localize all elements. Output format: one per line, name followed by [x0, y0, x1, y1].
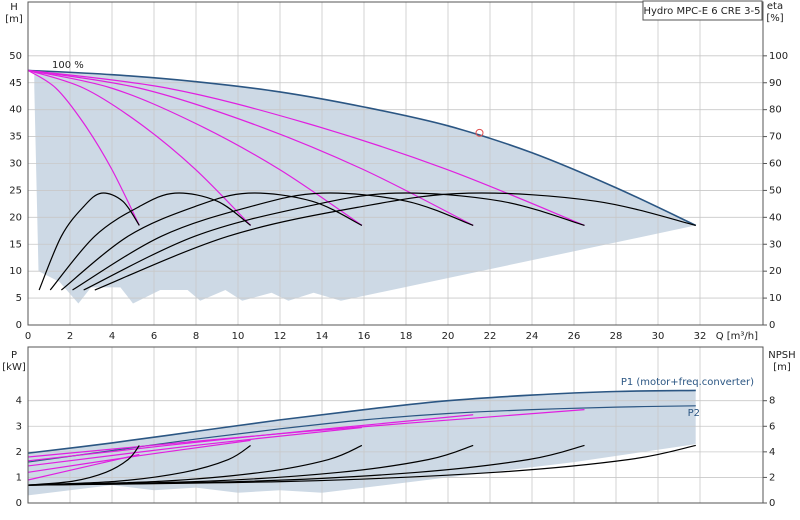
y2-tick-label: 8 [769, 396, 775, 407]
y-axis-unit: [m] [5, 14, 23, 25]
y-tick-label: 10 [9, 266, 22, 277]
y-tick-label: 0 [16, 498, 22, 509]
y-tick-label: 0 [16, 320, 22, 331]
operating-range [34, 70, 696, 304]
curve [27, 409, 585, 458]
x-tick-label: 10 [232, 331, 245, 342]
x-tick-label: 16 [358, 331, 371, 342]
y-tick-label: 35 [9, 132, 22, 143]
x-tick-label: 18 [400, 331, 413, 342]
curve [38, 192, 140, 291]
curve [27, 439, 251, 473]
y2-tick-label: 60 [769, 159, 782, 170]
x-tick-label: 2 [67, 331, 73, 342]
curve [27, 69, 140, 226]
x-tick-label: 4 [109, 331, 115, 342]
y2-tick-label: 2 [769, 472, 775, 483]
y2-tick-label: 40 [769, 212, 782, 223]
y-tick-label: 20 [9, 212, 22, 223]
x-tick-label: 24 [526, 331, 539, 342]
y-tick-label: 40 [9, 105, 22, 116]
chart-title: Hydro MPC-E 6 CRE 3-5 [643, 6, 760, 17]
curve [27, 69, 697, 227]
y2-tick-label: 0 [769, 498, 775, 509]
y2-tick-label: 30 [769, 239, 782, 250]
annotation: 100 % [52, 60, 84, 71]
y2-tick-label: 90 [769, 78, 782, 89]
y-tick-label: 5 [16, 293, 22, 304]
curve [49, 192, 251, 291]
x-tick-label: 0 [25, 331, 31, 342]
plot-frame [27, 1, 764, 326]
operating-range [28, 390, 696, 496]
y2-tick-label: 10 [769, 293, 782, 304]
x-tick-label: 14 [316, 331, 329, 342]
curve [27, 69, 585, 226]
curve [27, 426, 362, 467]
x-tick-label: 12 [274, 331, 287, 342]
y-axis-label: P [11, 350, 17, 361]
y-tick-label: 1 [16, 472, 22, 483]
y-tick-label: 4 [16, 396, 22, 407]
x-tick-label: 26 [568, 331, 581, 342]
y-tick-label: 50 [9, 51, 22, 62]
y2-tick-label: 6 [769, 421, 775, 432]
y-axis-unit: [kW] [2, 362, 26, 373]
curve [27, 69, 474, 226]
y-tick-label: 3 [16, 421, 22, 432]
curve [27, 389, 696, 454]
curve [27, 444, 251, 486]
y2-axis-unit: [%] [766, 13, 783, 24]
curve [27, 69, 363, 226]
y2-tick-label: 100 [769, 51, 788, 62]
x-tick-label: 32 [694, 331, 707, 342]
curve [94, 192, 696, 291]
y2-tick-label: 70 [769, 132, 782, 143]
plot-frame [27, 346, 764, 504]
x-tick-label: 8 [193, 331, 199, 342]
x-tick-label: 30 [652, 331, 665, 342]
title-box [642, 0, 763, 21]
annotation: P2 [688, 408, 700, 419]
y2-tick-label: 50 [769, 185, 782, 196]
curve [61, 192, 363, 291]
y2-tick-label: 20 [769, 266, 782, 277]
x-tick-label: 20 [442, 331, 455, 342]
x-tick-label: 28 [610, 331, 623, 342]
y-tick-label: 30 [9, 159, 22, 170]
curve [27, 69, 252, 226]
duty-point [475, 128, 484, 137]
y2-tick-label: 4 [769, 447, 775, 458]
annotation: P1 (motor+freq.converter) [621, 377, 754, 388]
y2-axis-unit: [m] [773, 362, 791, 373]
y-axis-label: H [10, 2, 18, 13]
curve [27, 444, 696, 486]
y2-axis-label: eta [767, 1, 783, 12]
y2-tick-label: 80 [769, 105, 782, 116]
y2-tick-label: 0 [769, 320, 775, 331]
y2-axis-label: NPSH [768, 350, 795, 361]
y-tick-label: 2 [16, 447, 22, 458]
x-tick-label: 6 [151, 331, 157, 342]
curve [27, 445, 140, 486]
curve [83, 192, 585, 291]
curve [72, 192, 474, 291]
y-tick-label: 25 [9, 185, 22, 196]
y-tick-label: 15 [9, 239, 22, 250]
x-tick-label: 22 [484, 331, 497, 342]
x-axis-label: Q [m³/h] [716, 331, 758, 342]
y-tick-label: 45 [9, 78, 22, 89]
